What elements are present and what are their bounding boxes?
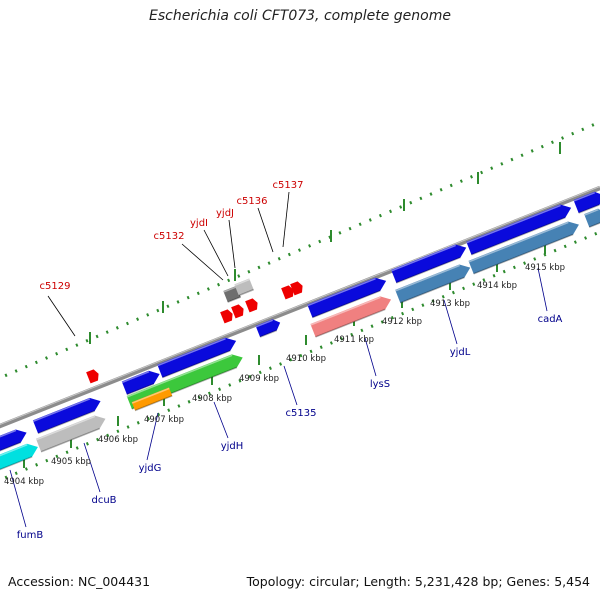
- gene-feature[interactable]: [573, 189, 600, 214]
- label-leader-line: [9, 469, 27, 528]
- label-leader-line: [213, 401, 229, 439]
- gene-yjdI[interactable]: [223, 285, 241, 303]
- label-leader-line: [47, 295, 76, 337]
- gene-feature[interactable]: [584, 207, 600, 228]
- bottom-gene-label[interactable]: c5135: [286, 408, 317, 419]
- label-leader-line: [364, 337, 377, 377]
- red-marker[interactable]: [220, 308, 235, 324]
- label-leader-line: [83, 442, 101, 493]
- top-gene-label[interactable]: c5137: [273, 180, 304, 191]
- kbp-tick-label: 4906 kbp: [98, 435, 138, 445]
- label-leader-line: [203, 229, 229, 277]
- kbp-tick-label: 4913 kbp: [430, 299, 470, 309]
- bottom-gene-label[interactable]: yjdG: [139, 463, 162, 474]
- label-leader-line: [443, 299, 458, 345]
- label-leader-line: [181, 243, 224, 281]
- red-marker[interactable]: [281, 284, 296, 300]
- top-gene-label[interactable]: c5129: [40, 281, 71, 292]
- gene-orange-feature[interactable]: [131, 387, 173, 412]
- gene-dcuB[interactable]: [35, 412, 108, 453]
- red-marker[interactable]: [86, 368, 101, 384]
- gene-fumB[interactable]: [0, 440, 40, 477]
- kbp-tick-label: 4907 kbp: [144, 415, 184, 425]
- label-leader-line: [228, 219, 236, 269]
- red-marker[interactable]: [290, 280, 305, 296]
- kbp-tick-label: 4914 kbp: [477, 281, 517, 291]
- top-gene-label[interactable]: c5132: [154, 231, 185, 242]
- gene-cadA[interactable]: [468, 218, 581, 275]
- bottom-gene-label[interactable]: cadA: [538, 314, 563, 325]
- genome-title: Escherichia coli CFT073, complete genome: [149, 8, 451, 24]
- gene-feature[interactable]: [255, 317, 283, 338]
- gene-feature[interactable]: [121, 367, 162, 396]
- kbp-tick-label: 4910 kbp: [286, 354, 326, 364]
- bottom-gene-label[interactable]: dcuB: [91, 495, 116, 506]
- bottom-gene-label[interactable]: lysS: [370, 379, 390, 390]
- gene-yjdL[interactable]: [395, 261, 473, 304]
- kbp-tick-label: 4908 kbp: [192, 394, 232, 404]
- top-gene-label[interactable]: c5136: [237, 196, 268, 207]
- kbp-tick-label: 4912 kbp: [382, 317, 422, 327]
- label-leader-line: [282, 191, 290, 248]
- red-marker[interactable]: [245, 297, 260, 313]
- gene-feature[interactable]: [466, 201, 573, 256]
- top-gene-label[interactable]: yjdI: [190, 218, 208, 229]
- kbp-tick-label: 4911 kbp: [334, 335, 374, 345]
- gene-feature[interactable]: [32, 395, 103, 435]
- red-marker[interactable]: [231, 303, 246, 319]
- topology-text: Topology: circular; Length: 5,231,428 bp…: [246, 574, 590, 589]
- gene-lysS[interactable]: [310, 293, 393, 338]
- accession-text: Accession: NC_004431: [8, 574, 151, 589]
- kbp-tick-label: 4909 kbp: [239, 374, 279, 384]
- gene-feature[interactable]: [307, 274, 388, 319]
- gene-feature[interactable]: [0, 426, 29, 455]
- gene-feature[interactable]: [157, 334, 238, 379]
- label-leader-line: [146, 412, 159, 461]
- kbp-tick-label: 4904 kbp: [4, 477, 44, 487]
- bottom-gene-label[interactable]: yjdH: [221, 441, 244, 452]
- kbp-tick-label: 4905 kbp: [51, 457, 91, 467]
- kbp-tick-label: 4915 kbp: [525, 263, 565, 273]
- label-leader-line: [537, 267, 548, 312]
- label-leader-line: [257, 207, 274, 253]
- gene-feature[interactable]: [391, 241, 469, 284]
- top-gene-label[interactable]: yjdJ: [216, 208, 234, 219]
- gene-yjdJ[interactable]: [234, 278, 254, 297]
- bottom-gene-label[interactable]: yjdL: [450, 347, 471, 358]
- bottom-gene-label[interactable]: fumB: [17, 530, 44, 541]
- label-leader-line: [283, 365, 298, 406]
- genome-backbone: [0, 185, 600, 429]
